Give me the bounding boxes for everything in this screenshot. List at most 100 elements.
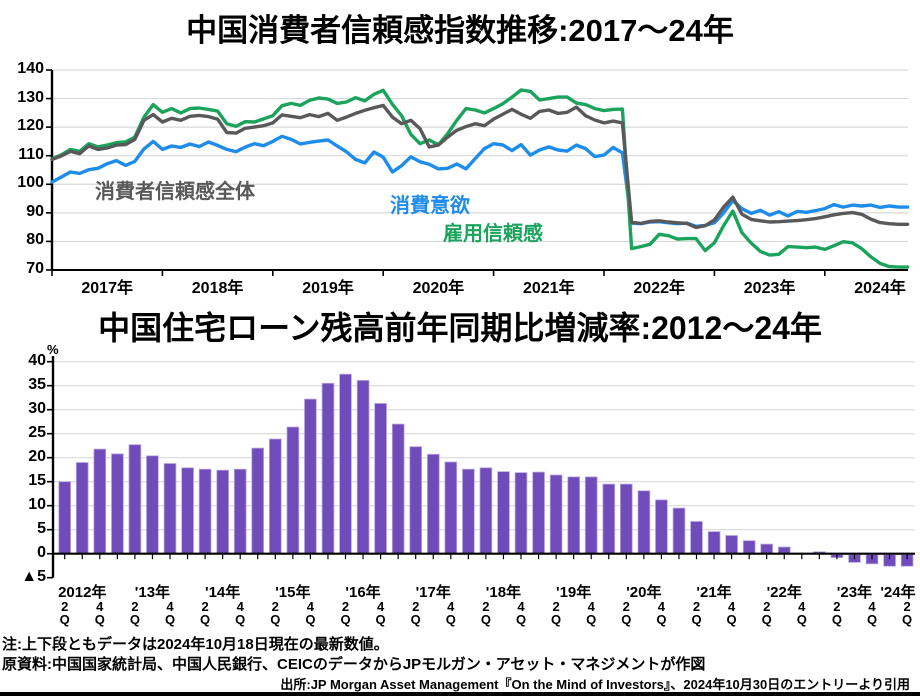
bar-series bbox=[58, 373, 914, 567]
bar-chart-y-tick-label: 10 bbox=[28, 495, 46, 513]
citation-note: 出所:JP Morgan Asset Management『On the Min… bbox=[280, 677, 910, 692]
top-chart-title: 中国消費者信頼感指数推移:2017〜24年 bbox=[186, 13, 734, 48]
bar-2018Q2 bbox=[479, 467, 493, 555]
bar-2015Q1 bbox=[251, 447, 265, 555]
bar-2019Q2 bbox=[549, 474, 563, 555]
bottom-edge-bar bbox=[0, 692, 920, 696]
bar-2021Q2 bbox=[690, 521, 703, 555]
bar-chart-year-label: '20年 bbox=[626, 584, 662, 601]
bar-2013Q3 bbox=[146, 455, 159, 555]
line-chart-x-tick-label: 2019年 bbox=[302, 280, 354, 297]
series-line-2 bbox=[50, 88, 910, 269]
bar-2022Q1 bbox=[742, 540, 756, 555]
mortgage-growth-bar-chart bbox=[47, 356, 915, 579]
bar-chart-y-tick-label: 5 bbox=[37, 519, 46, 537]
line-chart-y-tick-label: 140 bbox=[17, 60, 44, 77]
bar-2017Q1 bbox=[391, 423, 405, 555]
bar-chart-y-tick-label: 40 bbox=[28, 351, 46, 369]
legend-overall-confidence-label: 消費者信頼感全体 bbox=[95, 181, 255, 203]
line-chart-x-tick-label: 2020年 bbox=[412, 280, 465, 297]
bar-chart-year-label: '16年 bbox=[345, 584, 381, 601]
line-chart-x-tick-label: 2018年 bbox=[191, 280, 244, 297]
bar-2013Q1 bbox=[111, 453, 124, 555]
bar-2016Q4 bbox=[374, 403, 387, 555]
line-chart-y-tick-label: 110 bbox=[18, 145, 44, 163]
bar-2017Q3 bbox=[426, 453, 440, 555]
bar-2022Q2 bbox=[760, 543, 773, 555]
line-chart-y-tick-label: 90 bbox=[26, 202, 44, 220]
line-chart-x-tick-label: 2024年 bbox=[854, 280, 906, 297]
bar-chart-year-label: '24年 bbox=[880, 584, 916, 601]
bar-2020Q1 bbox=[602, 483, 616, 555]
bar-2021Q4 bbox=[725, 535, 738, 555]
bar-2015Q3 bbox=[286, 426, 300, 555]
bar-2013Q4 bbox=[163, 463, 177, 555]
data-note: 注:上下段ともデータは2024年10月18日現在の最新数値。 bbox=[2, 636, 389, 653]
bar-2014Q2 bbox=[198, 468, 212, 555]
bar-2012Q4 bbox=[93, 448, 107, 555]
bar-chart-year-label: '23年 bbox=[836, 584, 873, 601]
bar-2018Q1 bbox=[462, 468, 475, 555]
bar-2019Q4 bbox=[584, 476, 598, 555]
bar-chart-y-tick-label: 30 bbox=[28, 399, 46, 417]
bar-chart-y-tick-label: 0 bbox=[37, 543, 46, 561]
bar-chart-year-label: 2012年 bbox=[58, 584, 107, 601]
bar-2014Q3 bbox=[216, 469, 230, 555]
line-chart-axes bbox=[46, 69, 908, 276]
line-chart-x-tick-label: 2023年 bbox=[743, 280, 796, 297]
line-chart-y-tick-label: 120 bbox=[17, 117, 44, 135]
bar-2013Q2 bbox=[128, 444, 142, 555]
bar-2020Q4 bbox=[655, 499, 668, 555]
bar-chart-axes bbox=[47, 356, 915, 579]
bar-2019Q3 bbox=[567, 476, 580, 555]
bar-chart-y-tick-label: ▲5 bbox=[21, 567, 46, 585]
bar-chart-y-tick-label: 20 bbox=[28, 447, 46, 465]
bar-2016Q3 bbox=[356, 379, 370, 555]
bar-2016Q1 bbox=[321, 382, 335, 555]
line-chart-x-tick-label: 2021年 bbox=[522, 280, 575, 297]
bar-2015Q4 bbox=[304, 398, 317, 555]
line-chart-y-tick-label: 70 bbox=[26, 259, 44, 277]
line-chart-y-tick-label: 100 bbox=[17, 174, 44, 192]
bar-2014Q1 bbox=[181, 467, 194, 555]
bar-2012Q2 bbox=[58, 481, 71, 555]
line-chart-y-tick-label: 130 bbox=[17, 88, 44, 106]
bar-2012Q3 bbox=[75, 462, 89, 555]
consumer-confidence-line-chart bbox=[46, 69, 910, 276]
bar-2017Q4 bbox=[444, 461, 458, 555]
bar-chart-year-label: '14年 bbox=[205, 584, 241, 601]
bar-chart-year-label: '15年 bbox=[275, 584, 311, 601]
bar-chart-year-label: '17年 bbox=[415, 584, 451, 601]
line-chart-gridlines bbox=[52, 69, 908, 243]
bar-chart-y-tick-label: 15 bbox=[28, 471, 46, 489]
legend-spending-willingness-label: 消費意欲 bbox=[390, 195, 470, 217]
bar-chart-year-label: '18年 bbox=[485, 584, 522, 601]
bar-2016Q2 bbox=[339, 373, 352, 555]
percent-unit-label: % bbox=[47, 342, 59, 357]
bar-chart-year-label: '21年 bbox=[696, 584, 732, 601]
